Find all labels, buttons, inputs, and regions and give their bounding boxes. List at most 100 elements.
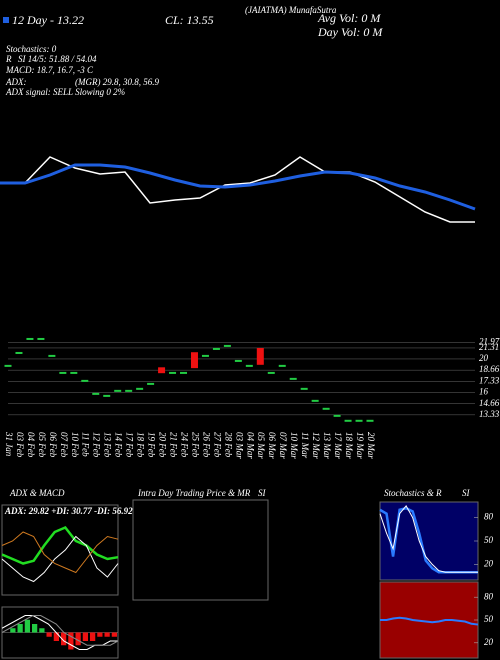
y-tick-label: 80: [484, 591, 494, 601]
y-tick-label: 50: [484, 614, 494, 624]
y-tick-label: 20: [484, 558, 494, 568]
panel-background: [380, 582, 478, 658]
candle: [81, 379, 89, 382]
day-line: 12 Day - 13.22: [12, 13, 84, 27]
x-tick-label: 07 Feb: [59, 432, 69, 458]
histogram-bar: [10, 628, 16, 633]
x-tick-label: 31 Jan: [4, 431, 14, 457]
histogram-bar: [75, 632, 81, 646]
x-tick-label: 10 Mar: [289, 432, 299, 459]
candle: [4, 364, 12, 367]
candle: [212, 347, 220, 350]
y-tick-label: 50: [484, 535, 494, 545]
candle: [37, 337, 45, 340]
r-label: R: [5, 54, 12, 64]
x-tick-label: 14 Feb: [114, 432, 124, 458]
x-tick-label: 27 Feb: [212, 432, 222, 458]
histogram-bar: [111, 632, 117, 637]
candle: [70, 371, 78, 374]
candle: [245, 364, 253, 367]
x-tick-label: 19 Feb: [147, 432, 157, 458]
series-line: [380, 616, 479, 626]
x-tick-label: 06 Mar: [267, 432, 277, 459]
x-tick-label: 03 Feb: [15, 432, 25, 458]
x-tick-label: 03 Mar: [234, 432, 244, 459]
x-tick-label: 11 Mar: [300, 432, 310, 459]
histogram-bar: [17, 624, 23, 633]
series-line: [1, 525, 119, 565]
x-tick-label: 12 Feb: [92, 432, 102, 458]
x-tick-label: 13 Mar: [322, 432, 332, 459]
panel-title: SI: [258, 488, 267, 498]
series-line: [1, 535, 119, 583]
x-tick-label: 18 Feb: [136, 432, 146, 458]
x-tick-label: 13 Feb: [103, 432, 113, 458]
candle: [322, 407, 330, 410]
x-tick-label: 25 Feb: [190, 432, 200, 458]
candle: [190, 352, 198, 369]
histogram-bar: [82, 632, 88, 641]
candle: [366, 419, 374, 422]
macd-label: MACD: 18.7, 16.7, -3 C: [5, 65, 94, 75]
candle: [267, 371, 275, 374]
candle: [15, 351, 23, 354]
histogram-bar: [61, 632, 67, 646]
x-tick-label: 17 Feb: [125, 432, 135, 458]
candle: [114, 389, 122, 392]
candle: [48, 354, 56, 357]
x-tick-label: 19 Mar: [355, 432, 365, 459]
y-tick-label: 16: [479, 387, 489, 397]
y-tick-label: 20: [479, 353, 489, 363]
y-tick-label: 21.97: [479, 336, 500, 346]
x-tick-label: 20 Mar: [366, 432, 376, 459]
y-tick-label: 21.31: [479, 342, 499, 352]
x-tick-label: 28 Feb: [223, 432, 233, 458]
si-label: SI 14/5: 51.88 / 54.04: [18, 54, 97, 64]
close-label: CL: 13.55: [165, 13, 214, 27]
histogram-bar: [46, 632, 52, 637]
candle: [136, 387, 144, 390]
histogram-bar: [104, 632, 110, 637]
x-tick-label: 04 Mar: [245, 432, 255, 459]
x-tick-label: 18 Mar: [344, 432, 354, 459]
day-vol: Day Vol: 0 M: [317, 25, 383, 39]
x-tick-label: 20 Feb: [158, 432, 168, 458]
x-tick-label: 24 Feb: [179, 432, 189, 458]
candle: [59, 371, 67, 374]
x-tick-label: 21 Feb: [168, 432, 178, 458]
panel-title: Stochastics & R: [384, 488, 442, 498]
series-line: [379, 505, 478, 573]
histogram-bar: [90, 632, 96, 641]
y-tick-label: 17.33: [479, 375, 500, 385]
x-tick-label: 11 Feb: [81, 432, 91, 457]
candle: [26, 337, 34, 340]
series-line: [0, 156, 475, 223]
candle: [278, 364, 286, 367]
candle: [234, 359, 242, 362]
candle: [125, 389, 133, 392]
x-tick-label: 05 Mar: [256, 432, 266, 459]
panel-frame: [1, 504, 119, 596]
x-tick-label: 06 Feb: [48, 432, 58, 458]
x-tick-label: 17 Mar: [333, 432, 343, 459]
candle: [333, 414, 341, 417]
histogram-bar: [53, 632, 59, 641]
annotation: ADX: 29.82 +DI: 30.77 -DI: 56.92: [4, 506, 133, 516]
x-tick-label: 26 Feb: [201, 432, 211, 458]
panel-title: SI: [462, 488, 471, 498]
candle: [147, 382, 155, 385]
candle: [92, 392, 100, 395]
series-line: [1, 531, 119, 574]
y-tick-label: 14.66: [479, 398, 500, 408]
candle: [158, 367, 166, 374]
avg-vol: Avg Vol: 0 M: [317, 11, 381, 25]
candle: [223, 344, 231, 347]
candle: [256, 348, 264, 365]
stochastics-label: Stochastics: 0: [6, 44, 57, 54]
series-line: [0, 163, 476, 211]
x-tick-label: 12 Mar: [311, 432, 321, 459]
histogram-bar: [68, 632, 74, 650]
histogram-bar: [24, 619, 30, 633]
candle: [180, 371, 188, 374]
